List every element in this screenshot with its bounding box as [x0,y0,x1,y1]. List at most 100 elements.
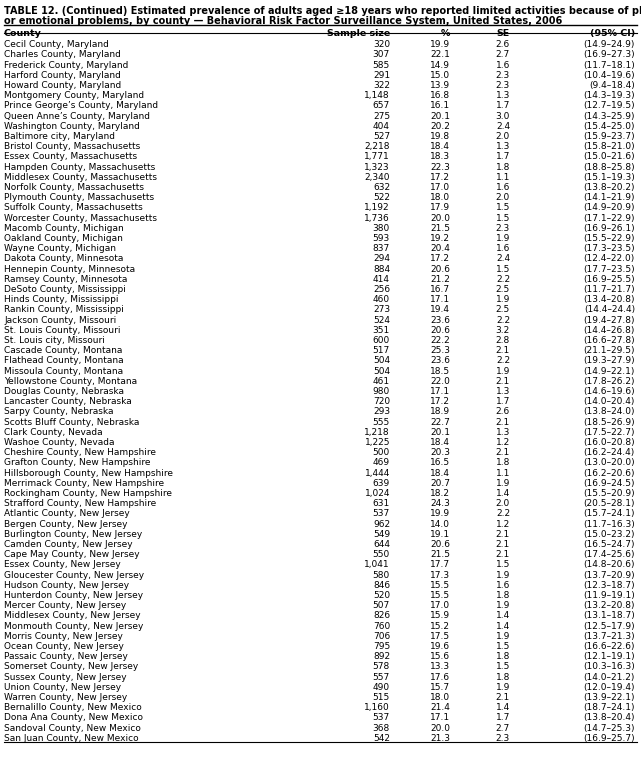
Text: Hudson County, New Jersey: Hudson County, New Jersey [4,581,129,590]
Text: 504: 504 [373,356,390,365]
Text: 2.1: 2.1 [495,530,510,539]
Text: (11.9–19.1): (11.9–19.1) [583,591,635,600]
Text: 22.3: 22.3 [430,163,450,171]
Text: (13.8–24.0): (13.8–24.0) [583,407,635,416]
Text: Middlesex County, Massachusetts: Middlesex County, Massachusetts [4,173,157,182]
Text: 1.8: 1.8 [495,163,510,171]
Text: 2.2: 2.2 [496,316,510,325]
Text: 20.0: 20.0 [430,724,450,733]
Text: (18.5–26.9): (18.5–26.9) [583,418,635,427]
Text: 1.4: 1.4 [495,611,510,620]
Text: 17.3: 17.3 [430,571,450,580]
Text: Jackson County, Missouri: Jackson County, Missouri [4,316,116,325]
Text: (13.9–22.1): (13.9–22.1) [583,693,635,702]
Text: 2.4: 2.4 [496,122,510,131]
Text: (14.0–21.2): (14.0–21.2) [583,673,635,682]
Text: 22.1: 22.1 [430,50,450,59]
Text: 846: 846 [373,581,390,590]
Text: Cape May County, New Jersey: Cape May County, New Jersey [4,550,140,559]
Text: 14.0: 14.0 [430,520,450,529]
Text: (14.9–22.1): (14.9–22.1) [583,367,635,376]
Text: 17.6: 17.6 [430,673,450,682]
Text: Washoe County, Nevada: Washoe County, Nevada [4,438,115,447]
Text: 16.8: 16.8 [430,91,450,100]
Text: Rockingham County, New Hampshire: Rockingham County, New Hampshire [4,489,172,498]
Text: Passaic County, New Jersey: Passaic County, New Jersey [4,652,128,661]
Text: (16.6–27.8): (16.6–27.8) [583,336,635,345]
Text: 517: 517 [373,346,390,355]
Text: Ocean County, New Jersey: Ocean County, New Jersey [4,642,124,651]
Text: 2.2: 2.2 [496,356,510,365]
Text: (15.4–25.0): (15.4–25.0) [583,122,635,131]
Text: 18.4: 18.4 [430,142,450,151]
Text: (13.2–20.8): (13.2–20.8) [583,601,635,610]
Text: 19.9: 19.9 [430,509,450,518]
Text: Harford County, Maryland: Harford County, Maryland [4,71,121,80]
Text: Warren County, New Jersey: Warren County, New Jersey [4,693,128,702]
Text: 2.3: 2.3 [495,81,510,90]
Text: 1.7: 1.7 [495,713,510,722]
Text: (16.0–20.8): (16.0–20.8) [583,438,635,447]
Text: Montgomery County, Maryland: Montgomery County, Maryland [4,91,144,100]
Text: 1.8: 1.8 [495,652,510,661]
Text: Hinds County, Mississippi: Hinds County, Mississippi [4,295,119,304]
Text: or emotional problems, by county — Behavioral Risk Factor Surveillance System, U: or emotional problems, by county — Behav… [4,16,562,26]
Text: 522: 522 [373,193,390,202]
Text: 542: 542 [373,734,390,743]
Text: Camden County, New Jersey: Camden County, New Jersey [4,540,133,549]
Text: (17.3–23.5): (17.3–23.5) [583,244,635,253]
Text: (16.9–24.5): (16.9–24.5) [583,479,635,488]
Text: Rankin County, Mississippi: Rankin County, Mississippi [4,305,124,314]
Text: Flathead County, Montana: Flathead County, Montana [4,356,124,365]
Text: Howard County, Maryland: Howard County, Maryland [4,81,121,90]
Text: Charles County, Maryland: Charles County, Maryland [4,50,121,59]
Text: 1,218: 1,218 [364,428,390,437]
Text: 892: 892 [373,652,390,661]
Text: 2.2: 2.2 [496,509,510,518]
Text: Bernalillo County, New Mexico: Bernalillo County, New Mexico [4,703,142,712]
Text: 2.5: 2.5 [495,285,510,294]
Text: (13.1–18.7): (13.1–18.7) [583,611,635,620]
Text: 706: 706 [373,632,390,641]
Text: 21.4: 21.4 [430,703,450,712]
Text: 2,218: 2,218 [365,142,390,151]
Text: 1.9: 1.9 [495,601,510,610]
Text: 631: 631 [373,499,390,508]
Text: 2.7: 2.7 [495,724,510,733]
Text: 15.9: 15.9 [430,611,450,620]
Text: 307: 307 [373,50,390,59]
Text: (16.2–20.6): (16.2–20.6) [583,469,635,478]
Text: Prince George’s County, Maryland: Prince George’s County, Maryland [4,101,158,110]
Text: (14.3–19.3): (14.3–19.3) [583,91,635,100]
Text: TABLE 12. (Continued) Estimated prevalence of adults aged ≥18 years who reported: TABLE 12. (Continued) Estimated prevalen… [4,6,641,16]
Text: Hampden County, Massachusetts: Hampden County, Massachusetts [4,163,155,171]
Text: (12.0–19.4): (12.0–19.4) [583,683,635,692]
Text: Sarpy County, Nebraska: Sarpy County, Nebraska [4,407,113,416]
Text: 962: 962 [373,520,390,529]
Text: 23.6: 23.6 [430,316,450,325]
Text: 593: 593 [373,234,390,243]
Text: 2.1: 2.1 [495,693,510,702]
Text: 21.5: 21.5 [430,224,450,233]
Text: 2.3: 2.3 [495,71,510,80]
Text: (19.3–27.9): (19.3–27.9) [583,356,635,365]
Text: (14.3–25.9): (14.3–25.9) [583,112,635,120]
Text: 19.1: 19.1 [430,530,450,539]
Text: (15.0–21.6): (15.0–21.6) [583,152,635,161]
Text: (11.7–18.1): (11.7–18.1) [583,61,635,69]
Text: (16.5–24.7): (16.5–24.7) [583,540,635,549]
Text: 760: 760 [373,622,390,631]
Text: Hillsborough County, New Hampshire: Hillsborough County, New Hampshire [4,469,173,478]
Text: Baltimore city, Maryland: Baltimore city, Maryland [4,132,115,141]
Text: 18.4: 18.4 [430,469,450,478]
Text: Macomb County, Michigan: Macomb County, Michigan [4,224,124,233]
Text: 15.6: 15.6 [430,652,450,661]
Text: 549: 549 [373,530,390,539]
Text: 1,444: 1,444 [365,469,390,478]
Text: (15.7–24.1): (15.7–24.1) [583,509,635,518]
Text: (15.1–19.3): (15.1–19.3) [583,173,635,182]
Text: 18.0: 18.0 [430,193,450,202]
Text: (13.0–20.0): (13.0–20.0) [583,458,635,467]
Text: 1.6: 1.6 [495,183,510,192]
Text: 550: 550 [373,550,390,559]
